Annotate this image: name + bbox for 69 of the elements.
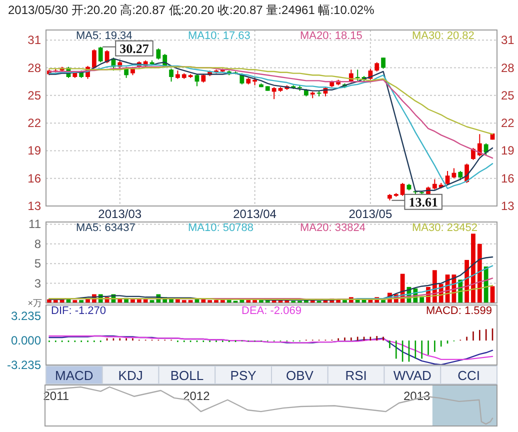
y-tick-label: 31: [28, 33, 42, 48]
text: MA30: 23452: [412, 222, 478, 234]
bar: [477, 244, 482, 303]
text: RSI: [345, 368, 367, 383]
y-tick-label: 3.235: [10, 309, 42, 324]
y-tick-label: -3.235: [6, 358, 42, 372]
text: MA20: 33824: [300, 222, 366, 234]
y-tick-label: 13: [28, 199, 42, 213]
annotation: 30.27: [120, 40, 150, 56]
series-label: DIF: -1.270: [51, 305, 106, 317]
y2-tick-label: 22: [501, 116, 515, 130]
candlestick: [381, 57, 386, 70]
x-tick-label: 2013/03: [98, 207, 142, 221]
x-tick-label: 2013/04: [233, 207, 277, 221]
text: WVAD: [393, 368, 432, 383]
text: PSY: [230, 368, 257, 383]
candlestick: [156, 48, 161, 60]
candlestick: [432, 178, 437, 190]
y-axis-title: ×万: [28, 298, 42, 308]
line-series: [350, 265, 494, 300]
y-tick-label: 8: [34, 236, 42, 251]
y-tick-label: 5: [34, 256, 42, 271]
line-series: [48, 66, 494, 135]
text: MA10: 50788: [188, 222, 254, 234]
candlestick: [445, 170, 450, 186]
y-tick-label: 11: [28, 217, 42, 232]
bar: [471, 234, 476, 303]
candlestick: [98, 46, 103, 63]
candlestick: [400, 182, 405, 196]
text: CCI: [458, 368, 480, 383]
candlestick: [477, 134, 482, 157]
series-label: MACD: 1.599: [426, 305, 492, 317]
y-tick-label: 19: [28, 144, 42, 158]
text: MA20: 18.15: [300, 30, 362, 42]
text: MA5: 63437: [76, 222, 136, 234]
x-tick-label: 2012: [183, 389, 210, 403]
annotation: 13.61: [408, 194, 438, 210]
y2-tick-label: 28: [501, 60, 515, 75]
candlestick: [374, 62, 380, 72]
series-label: MA5: 19.34: [76, 30, 132, 42]
y-tick-label: 3: [34, 276, 42, 290]
candlestick: [471, 147, 476, 160]
candlestick: [355, 69, 360, 82]
text: BOLL: [170, 368, 204, 383]
line-series: [48, 335, 494, 360]
y2-tick-label: 31: [501, 33, 515, 48]
bar: [420, 297, 424, 303]
y-tick-label: 0.000: [10, 334, 42, 348]
x-tick-label: 2013/05: [348, 207, 392, 221]
text: KDJ: [118, 368, 143, 383]
y2-tick-label: 19: [501, 144, 515, 158]
chart-title: 2013/05/30 开:20.20 高:20.87 低:20.20 收:20.87 量:24961 幅:10.02%: [8, 3, 375, 17]
text: MA10: 17.63: [188, 30, 250, 42]
text: MA30: 20.82: [412, 30, 474, 42]
y2-tick-label: 16: [501, 171, 515, 186]
candlestick: [458, 170, 463, 181]
y-tick-label: 28: [28, 60, 42, 75]
y-tick-label: 25: [28, 88, 42, 102]
y-tick-label: 22: [28, 116, 42, 130]
bar: [484, 266, 488, 303]
y2-tick-label: 13: [501, 199, 515, 213]
y2-tick-label: 25: [501, 88, 515, 102]
text: DEA: -2.069: [242, 305, 302, 317]
text: OBV: [286, 368, 314, 383]
candlestick: [169, 68, 174, 82]
line-series: [48, 284, 494, 300]
text: MACD: [55, 368, 94, 383]
candlestick: [272, 86, 276, 100]
y-tick-label: 16: [28, 171, 42, 186]
